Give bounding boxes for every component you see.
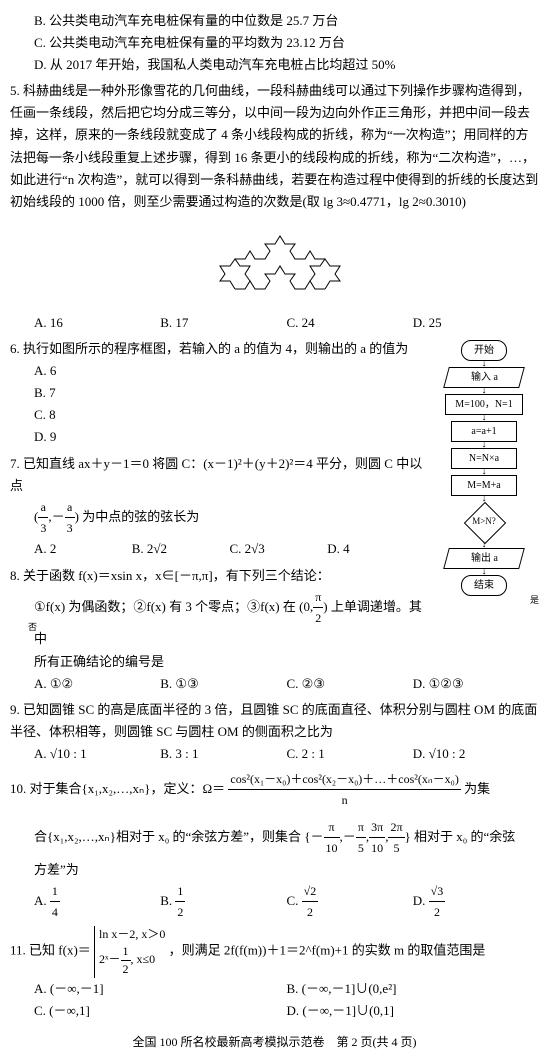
q10-num: 10.: [10, 781, 26, 796]
q11-d: D. (－∞,－1]∪(0,1]: [287, 1000, 540, 1022]
q7-num: 7.: [10, 456, 20, 471]
q5-b: B. 17: [160, 312, 286, 334]
q6-num: 6.: [10, 341, 20, 356]
q10-text2: 为集: [464, 781, 490, 796]
q5-num: 5.: [10, 83, 20, 98]
question-9: 9. 已知圆锥 SC 的高是底面半径的 3 倍，且圆锥 SC 的底面直径、体积分…: [10, 699, 539, 765]
q8-c: C. ②③: [287, 673, 413, 695]
q8-text2: ①f(x) 为偶函数；②f(x) 有 3 个零点；③f(x) 在 (0,: [34, 599, 313, 614]
q7-text2: 为中点的弦的弦长为: [82, 509, 199, 524]
q6-text: 执行如图所示的程序框图，若输入的 a 的值为 4，则输出的 a 的值为: [23, 341, 408, 356]
q7-c: C. 2√3: [230, 538, 328, 560]
q11-b: B. (－∞,－1]∪(0,e²]: [287, 978, 540, 1000]
q11-text2: ，则满足 2f(f(m))＋1＝2^f(m)+1 的实数 m 的取值范围是: [169, 943, 486, 958]
q9-a: A. √10 : 1: [34, 743, 160, 765]
q10-d: D. √32: [413, 881, 539, 923]
q9-num: 9.: [10, 702, 20, 717]
q9-c: C. 2 : 1: [287, 743, 413, 765]
q7-text1: 已知直线 ax＋y－1＝0 将圆 C：(x－1)²＋(y＋2)²＝4 平分，则圆…: [10, 456, 422, 493]
page-footer: 全国 100 所名校最新高考模拟示范卷 第 2 页(共 4 页): [10, 1032, 539, 1052]
q7-a: A. 2: [34, 538, 132, 560]
flowchart: 开始 ↓ 输入 a ↓ M=100，N=1 ↓ a=a+1 ↓ N=N×a ↓ …: [429, 338, 539, 598]
fc-end: 结束: [461, 575, 507, 596]
q10-text3: 合{x₁,x₂,…,xₙ}相对于 x₀ 的“余弦方差”，则集合 {－: [34, 829, 324, 844]
q8-a: A. ①②: [34, 673, 160, 695]
q10-text3b: } 相对于 x₀ 的“余弦: [405, 829, 516, 844]
q9-b: B. 3 : 1: [160, 743, 286, 765]
q7-b: B. 2√2: [132, 538, 230, 560]
q10-a: A. 14: [34, 881, 160, 923]
q8-b: B. ①③: [160, 673, 286, 695]
fc-no: 否: [28, 620, 37, 635]
q11-num: 11.: [10, 943, 26, 958]
q11-text1: 已知 f(x)＝: [29, 943, 91, 958]
q8-num: 8.: [10, 568, 20, 583]
q11-c: C. (－∞,1]: [34, 1000, 287, 1022]
question-11: 11. 已知 f(x)＝ ln x－2, x＞0 2ˣ－12, x≤0 ，则满足…: [10, 926, 539, 1022]
q9-text: 已知圆锥 SC 的高是底面半径的 3 倍，且圆锥 SC 的底面直径、体积分别与圆…: [10, 702, 537, 739]
q10-text1: 对于集合{x₁,x₂,…,xₙ}，定义：Ω＝: [30, 781, 226, 796]
fc-cond: M>N?: [464, 502, 504, 542]
q8-text3: 所有正确结论的编号是: [10, 651, 539, 673]
q10-text4: 方差”为: [10, 859, 539, 881]
question-10: 10. 对于集合{x₁,x₂,…,xₙ}，定义：Ω＝ cos²(x₁－x₀)＋c…: [10, 769, 539, 922]
fc-yes: 是: [530, 593, 539, 608]
fc-input: 输入 a: [443, 367, 525, 388]
q8-d: D. ①②③: [413, 673, 539, 695]
question-5: 5. 科赫曲线是一种外形像雪花的几何曲线，一段科赫曲线可以通过下列操作步骤构造得…: [10, 80, 539, 334]
q11-a: A. (－∞,－1]: [34, 978, 287, 1000]
q11-cases: ln x－2, x＞0 2ˣ－12, x≤0: [94, 926, 165, 977]
q4-opt-b: B. 公共类电动汽车充电桩保有量的中位数是 25.7 万台: [10, 10, 539, 32]
q8-text1: 关于函数 f(x)＝xsin x，x∈[－π,π]，有下列三个结论：: [23, 568, 330, 583]
q5-a: A. 16: [34, 312, 160, 334]
q4-opt-c: C. 公共类电动汽车充电桩保有量的平均数为 23.12 万台: [10, 32, 539, 54]
q4-opt-d: D. 从 2017 年开始，我国私人类电动汽车充电桩占比均超过 50%: [10, 54, 539, 76]
q5-text: 科赫曲线是一种外形像雪花的几何曲线，一段科赫曲线可以通过下列操作步骤构造得到，任…: [10, 83, 538, 208]
q9-d: D. √10 : 2: [413, 743, 539, 765]
q5-d: D. 25: [413, 312, 539, 334]
q10-b: B. 12: [160, 881, 286, 923]
q7-d: D. 4: [327, 538, 425, 560]
omega-formula: cos²(x₁－x₀)＋cos²(x₂－x₀)＋…＋cos²(xₙ－x₀) n: [228, 769, 460, 811]
q10-c: C. √22: [287, 881, 413, 923]
fc-out: 输出 a: [443, 548, 525, 569]
koch-figure: [10, 219, 539, 306]
q5-c: C. 24: [287, 312, 413, 334]
